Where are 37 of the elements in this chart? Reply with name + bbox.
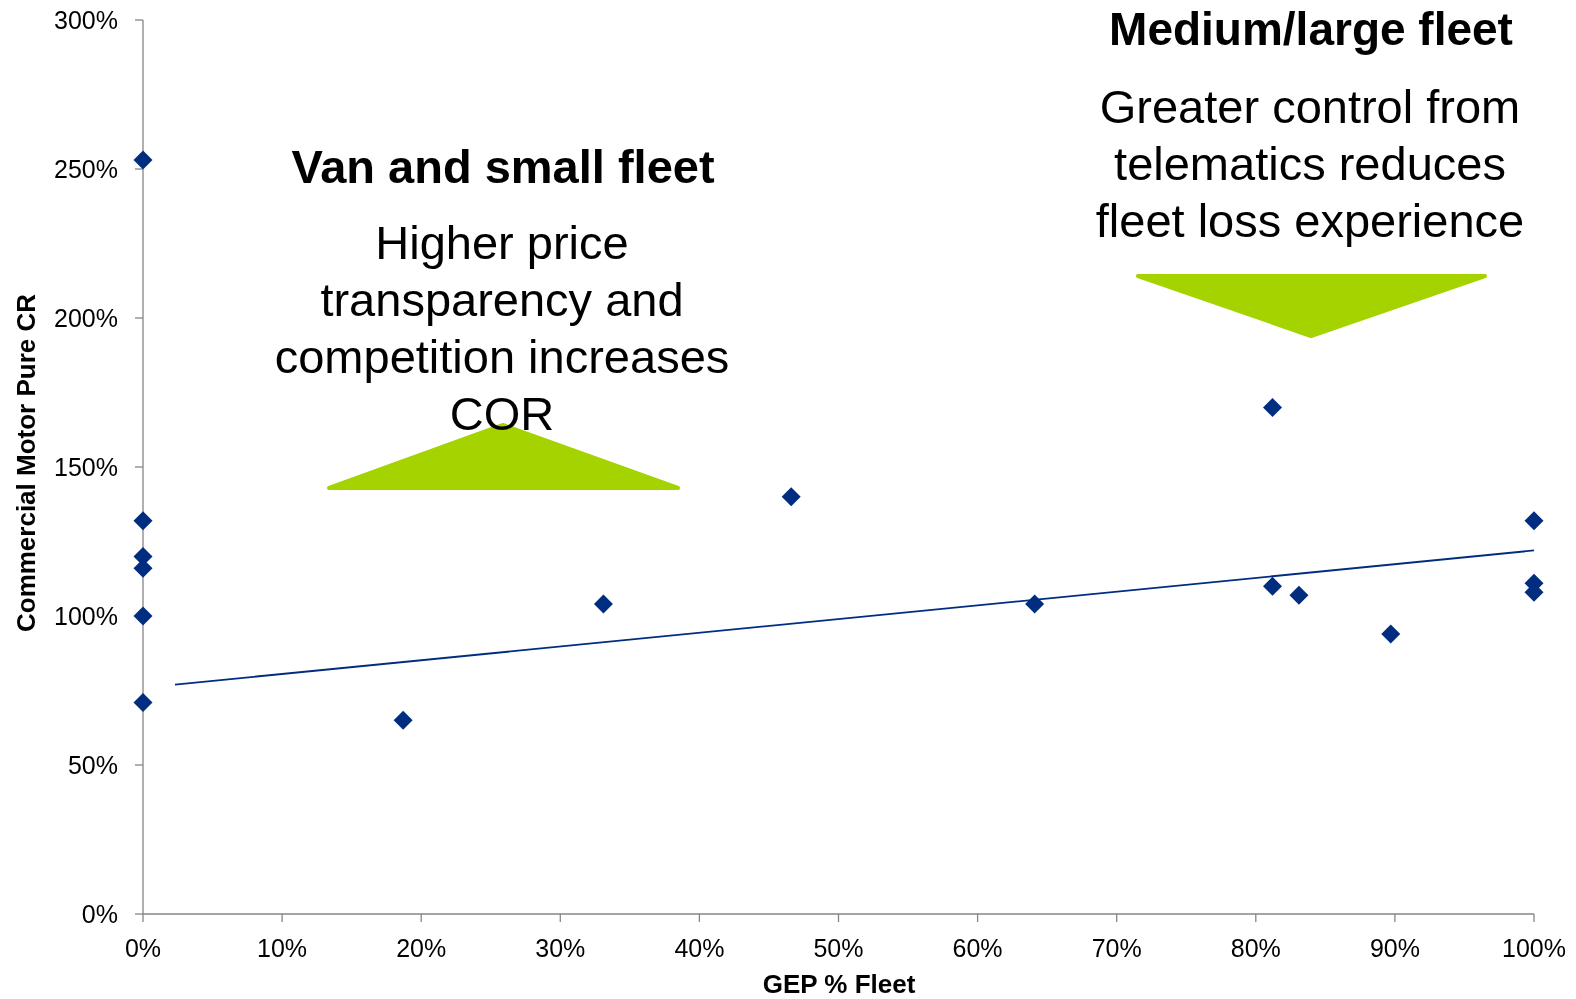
annotation: Van and small fleet (290, 139, 716, 195)
point (593, 594, 613, 614)
annotation: Greater control from telematics reduces fleet loss experience (1094, 79, 1526, 249)
annotation: Higher price transparency and competition increases COR (273, 215, 731, 442)
x-tick-label: 80% (1230, 933, 1281, 962)
x-tick-label: 60% (952, 933, 1003, 962)
x-tick-label: 20% (396, 933, 447, 962)
point (1524, 511, 1544, 531)
x-axis-title: GEP % Fleet (762, 969, 916, 999)
x-tick-label: 30% (535, 933, 586, 962)
point (781, 487, 801, 507)
x-tick-label: 100% (1502, 933, 1566, 962)
x-tick-label: 0% (124, 933, 162, 962)
point (133, 606, 153, 626)
y-tick-label: 0% (81, 899, 118, 928)
point (1262, 397, 1282, 417)
point (133, 692, 153, 712)
point (393, 710, 413, 730)
point (1289, 585, 1309, 605)
y-tick-label: 50% (67, 750, 118, 779)
x-tick-label: 10% (257, 933, 308, 962)
point (1381, 624, 1401, 644)
x-tick-label: 90% (1369, 933, 1420, 962)
point (1262, 576, 1282, 596)
y-tick-label: 250% (54, 154, 118, 183)
x-tick-label: 50% (813, 933, 864, 962)
x-tick-label: 40% (674, 933, 725, 962)
point (133, 511, 153, 531)
y-axis-title: Commercial Motor Pure CR (11, 293, 41, 633)
y-tick-label: 200% (54, 303, 118, 332)
x-tick-label: 70% (1091, 933, 1142, 962)
annotation: Medium/large fleet (1108, 2, 1514, 57)
y-tick-label: 100% (54, 601, 118, 630)
point (1025, 594, 1045, 614)
point (133, 150, 153, 170)
y-tick-label: 300% (54, 5, 118, 34)
y-tick-label: 150% (54, 452, 118, 481)
